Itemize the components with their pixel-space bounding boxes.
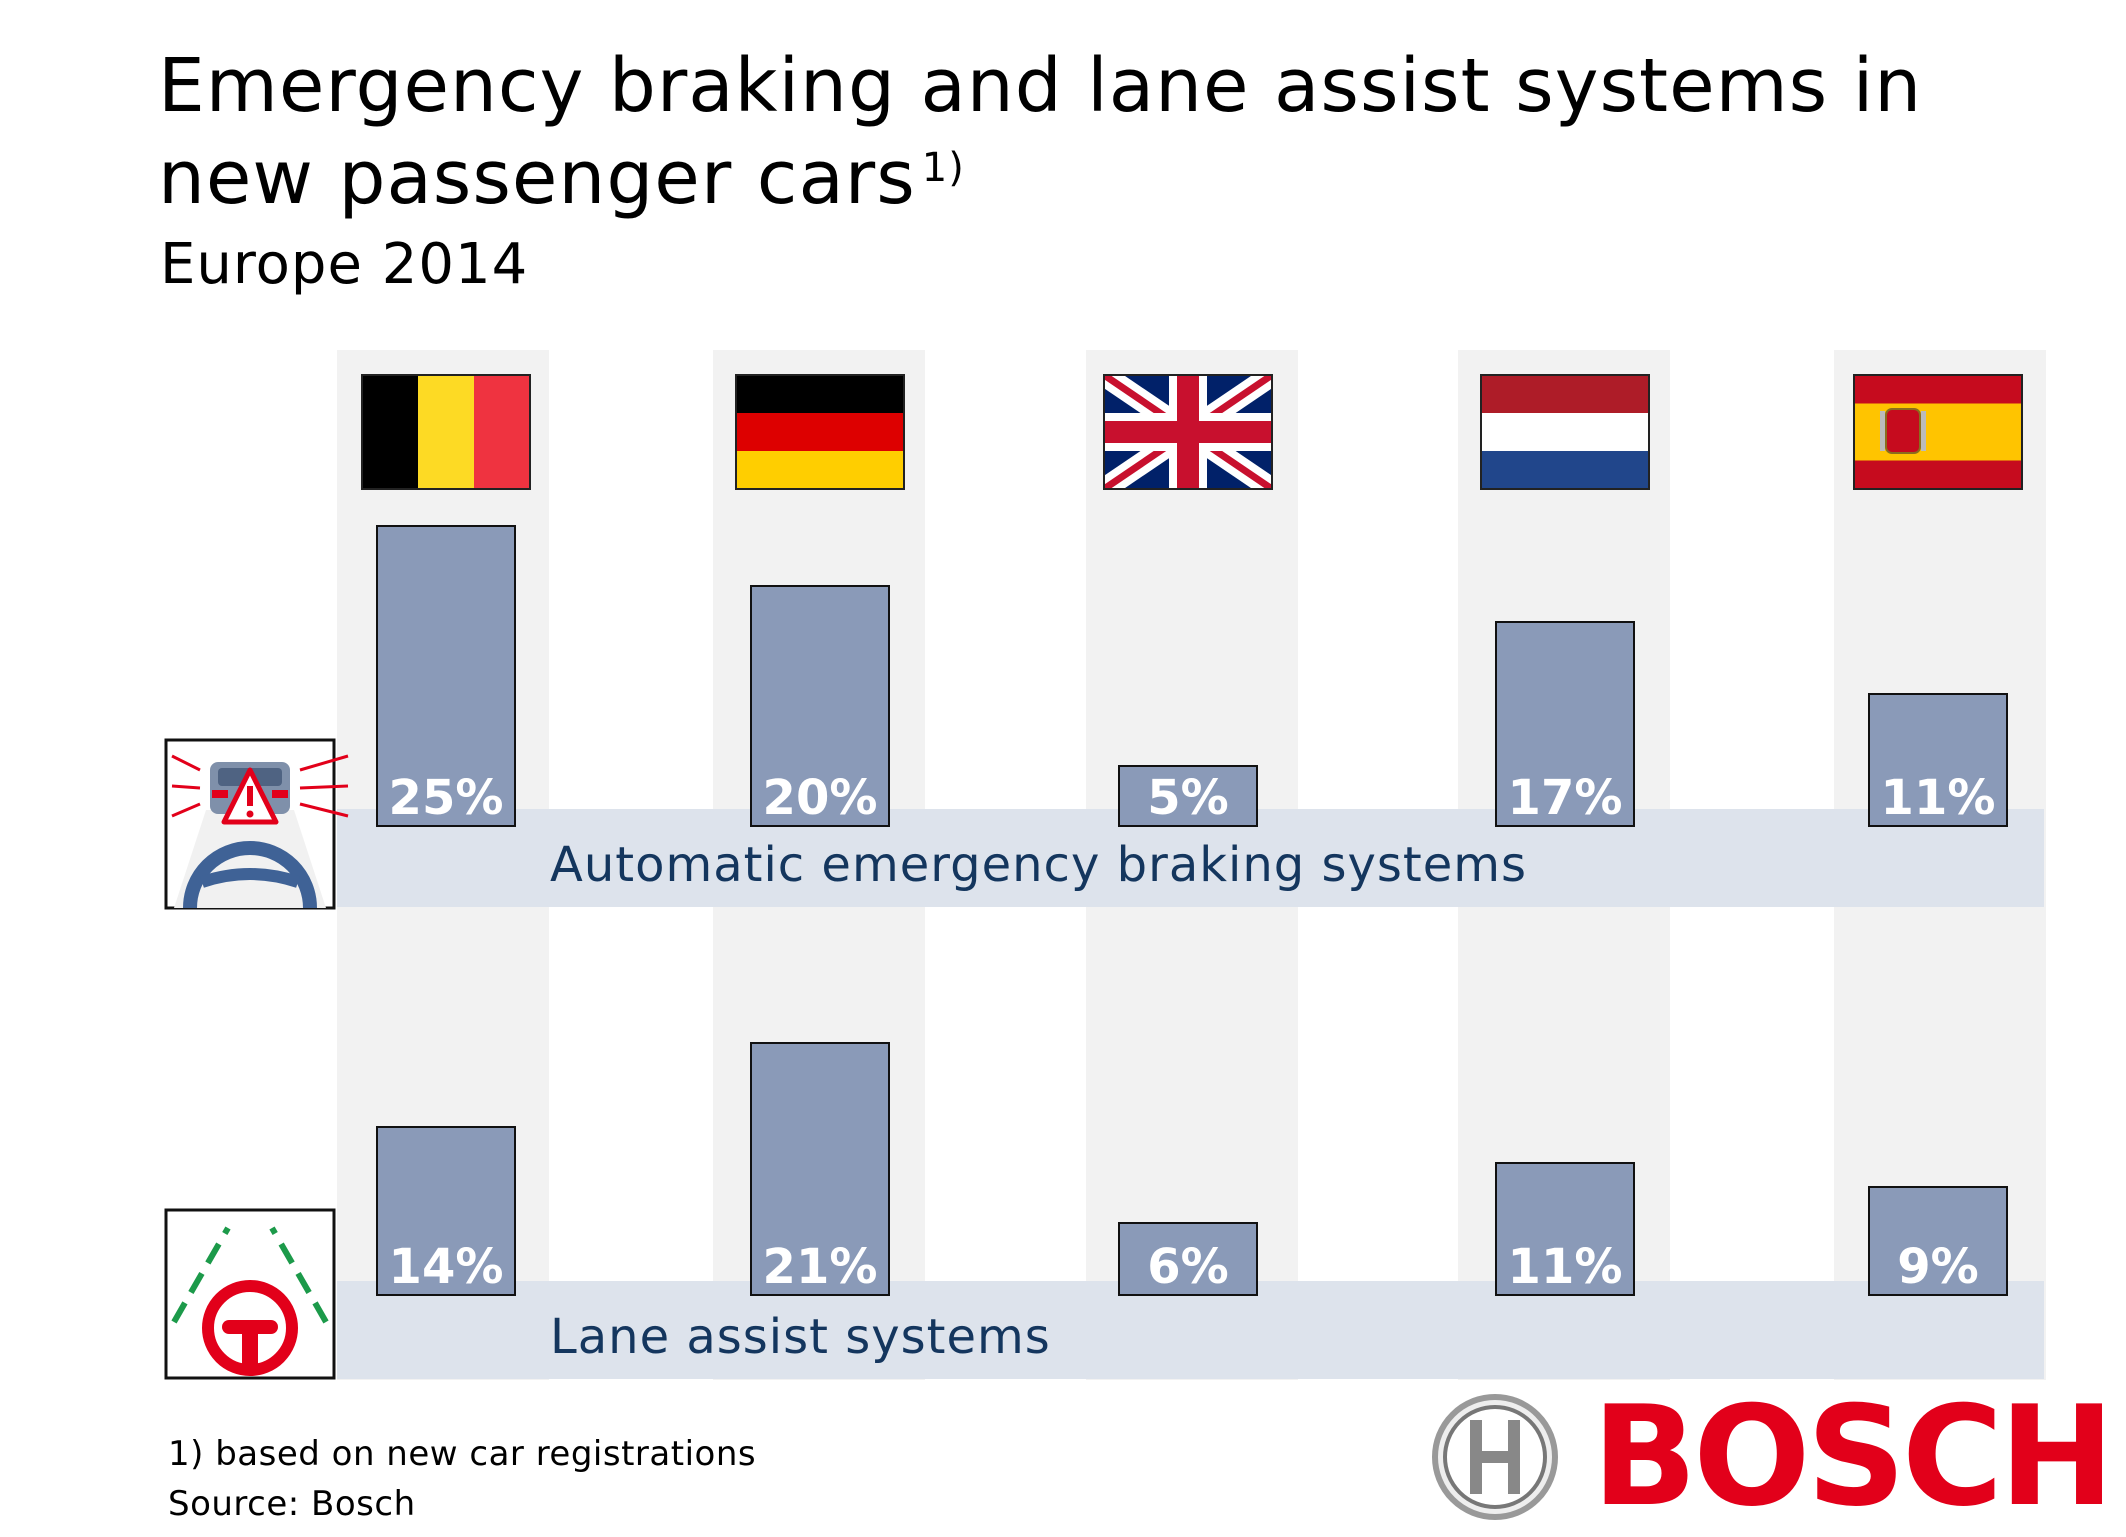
spain-flag [1853, 374, 2023, 490]
bar-value-label: 17% [1508, 770, 1623, 826]
bar-value-label: 11% [1508, 1239, 1623, 1295]
chart-title: Emergency braking and lane assist system… [158, 43, 1923, 221]
bar-value-label: 25% [389, 770, 504, 826]
belgium-flag [361, 374, 531, 490]
bosch-wordmark: BOSCH [1592, 1376, 2115, 1537]
emergency-braking-icon [171, 754, 349, 909]
bar [750, 585, 890, 827]
title-footnote-marker: 1) [921, 145, 965, 191]
lane-assist-icon [171, 1226, 329, 1376]
bar-value-label: 20% [763, 770, 878, 826]
series-band [337, 1281, 2044, 1379]
uk-flag [1103, 374, 1273, 490]
bar [376, 1126, 516, 1296]
bar [1118, 1222, 1258, 1296]
footnote: 1) based on new car registrations [168, 1434, 757, 1474]
bar-value-label: 11% [1881, 770, 1996, 826]
bar-value-label: 5% [1147, 770, 1229, 826]
bar [376, 525, 516, 827]
germany-flag [735, 374, 905, 490]
chart-subtitle: Europe 2014 [160, 232, 529, 297]
bar-value-label: 6% [1147, 1239, 1229, 1295]
series-label: Automatic emergency braking systems [550, 837, 1527, 893]
bar-value-label: 9% [1897, 1239, 1979, 1295]
bar [1118, 765, 1258, 827]
bar [1868, 693, 2008, 827]
bar [1868, 1186, 2008, 1296]
bar [750, 1042, 890, 1296]
bar-value-label: 14% [389, 1239, 504, 1295]
bar-value-label: 21% [763, 1239, 878, 1295]
netherlands-flag [1480, 374, 1650, 490]
bar [1495, 1162, 1635, 1296]
series-label: Lane assist systems [550, 1309, 1051, 1365]
bosch-logo-icon [1432, 1394, 1558, 1520]
bar [1495, 621, 1635, 827]
source-note: Source: Bosch [168, 1484, 416, 1524]
